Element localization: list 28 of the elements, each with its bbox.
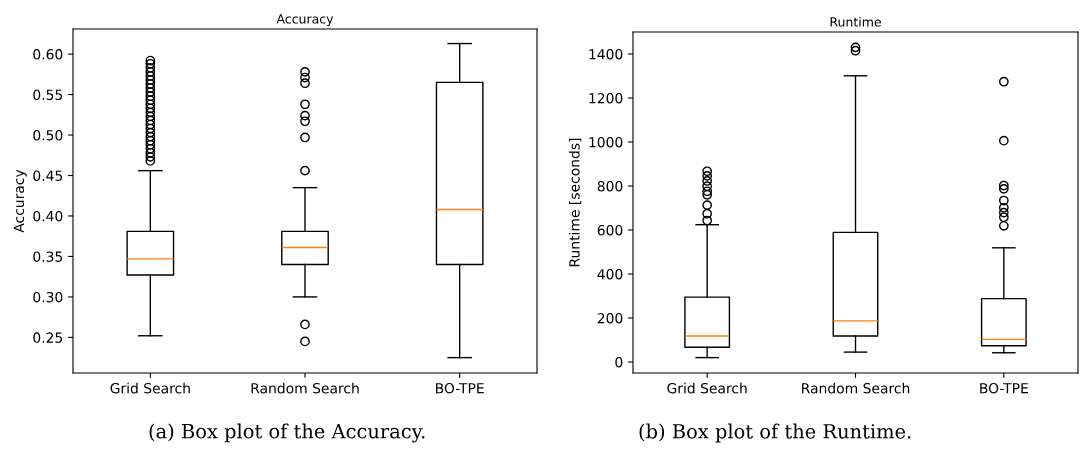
y-axis-title: Runtime [seconds] <box>568 138 582 267</box>
y-tick-label: 0 <box>615 356 623 368</box>
y-tick-label: 0.35 <box>33 251 63 262</box>
y-tick-label: 0.45 <box>33 170 63 181</box>
y-tick-label: 1400 <box>589 48 623 60</box>
text: (a) Box plot of the Accuracy. <box>149 423 425 443</box>
y-tick-label: 0.55 <box>33 89 63 101</box>
y-tick-label: 200 <box>597 312 623 324</box>
y-tick-label: 0.25 <box>33 332 63 343</box>
y-tick-label: 600 <box>597 224 623 236</box>
y-tick-label: 800 <box>597 180 623 192</box>
x-tick-label: BO-TPE <box>436 382 484 394</box>
x-tick-label: Random Search <box>251 382 359 394</box>
text: (b) Box plot of the Runtime. <box>639 423 911 443</box>
x-tick-label: Grid Search <box>667 382 747 394</box>
y-tick-label: 0.50 <box>33 130 63 141</box>
y-tick-label: 0.60 <box>33 49 63 60</box>
y-tick-label: 400 <box>597 268 623 280</box>
y-axis-title: Accuracy <box>13 169 27 233</box>
y-tick-label: 1000 <box>589 136 623 148</box>
chart-title: Runtime <box>830 16 881 27</box>
x-tick-label: BO-TPE <box>980 382 1028 394</box>
y-tick-label: 0.30 <box>33 291 63 303</box>
y-tick-label: 1200 <box>589 92 623 104</box>
x-tick-label: Grid Search <box>110 382 190 394</box>
y-tick-label: 0.40 <box>33 210 63 222</box>
chart-title: Accuracy <box>276 14 334 27</box>
x-tick-label: Random Search <box>802 382 910 394</box>
